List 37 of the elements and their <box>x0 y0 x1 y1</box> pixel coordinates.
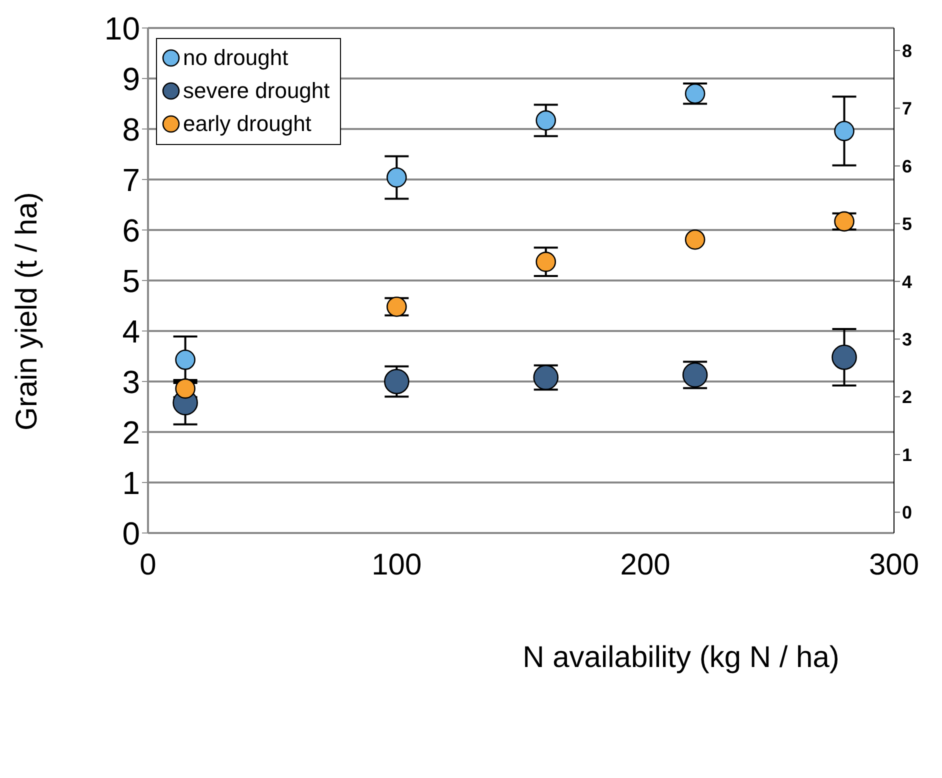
y-tick-label: 4 <box>122 313 140 350</box>
y2-tick-label: 4 <box>902 272 912 292</box>
legend-label: severe drought <box>183 78 330 104</box>
legend-label: early drought <box>183 110 312 136</box>
x-tick-label: 100 <box>372 548 422 582</box>
y-tick-label: 2 <box>122 414 140 450</box>
y2-tick-label: 7 <box>902 98 912 119</box>
point <box>834 120 854 142</box>
y-tick-label: 3 <box>122 364 140 400</box>
y-tick-label: 7 <box>122 162 140 198</box>
y2-tick-label: 8 <box>902 40 912 61</box>
point <box>834 211 854 232</box>
y2-tick-label: 0 <box>902 502 912 523</box>
y-tick-label: 5 <box>122 262 140 299</box>
y2-tick-label: 2 <box>902 387 912 408</box>
point <box>386 167 407 188</box>
point <box>386 296 407 317</box>
y2-tick-label: 3 <box>902 329 912 350</box>
x-tick-label: 200 <box>620 548 670 582</box>
point <box>536 110 556 131</box>
y-tick-label: 6 <box>122 212 140 248</box>
y-tick-label: 8 <box>122 111 140 148</box>
y2-tick-label: 1 <box>902 444 912 465</box>
point <box>832 344 857 370</box>
x-axis-title: N availability (kg N / ha) <box>522 641 840 674</box>
y2-tick-label: 5 <box>902 214 912 234</box>
y-tick-label: 9 <box>122 60 140 97</box>
legend-label: no drought <box>183 44 288 70</box>
y-tick-label: 1 <box>122 464 140 501</box>
y-tick-label: 0 <box>122 515 140 552</box>
point <box>536 252 556 272</box>
point <box>175 350 196 370</box>
y-axis-title: Grain yield (t / ha) <box>10 192 44 430</box>
y-tick-label: 10 <box>104 10 140 46</box>
x-tick-label: 300 <box>868 548 920 582</box>
y2-tick-label: 6 <box>902 156 912 176</box>
point <box>684 229 706 250</box>
